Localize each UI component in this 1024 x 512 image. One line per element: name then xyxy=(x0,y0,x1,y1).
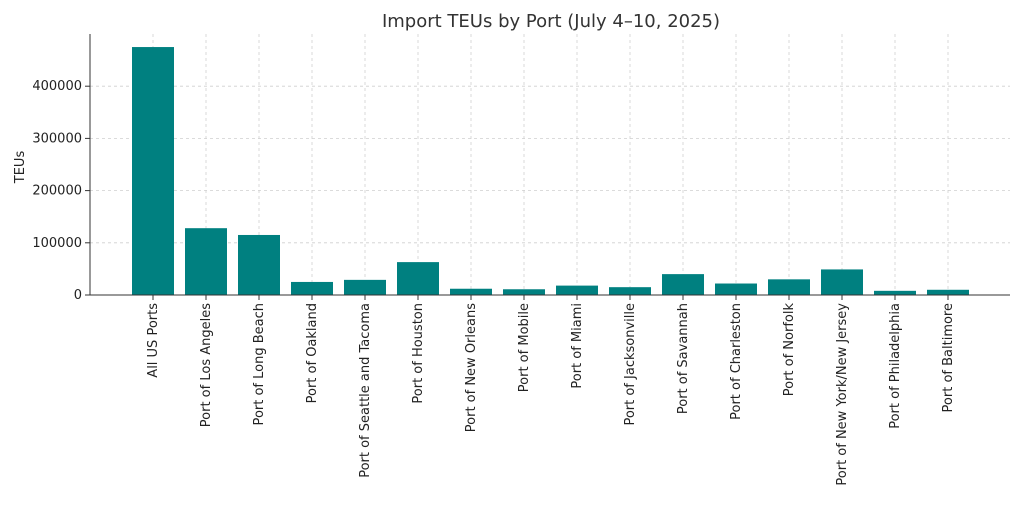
y-tick-label: 300000 xyxy=(32,131,82,146)
x-tick-label: Port of Los Angeles xyxy=(199,303,214,427)
x-tick-label: Port of Savannah xyxy=(676,303,691,414)
axes xyxy=(89,34,1010,296)
x-tick-label: Port of Long Beach xyxy=(252,303,267,425)
bar xyxy=(662,274,704,295)
bar xyxy=(609,287,651,295)
bar xyxy=(927,289,969,295)
x-tick-label: Port of Mobile xyxy=(517,303,532,392)
bar xyxy=(715,283,757,295)
y-axis-label: TEUs xyxy=(13,151,28,185)
x-tick-label: Port of New York/New Jersey xyxy=(835,303,850,486)
bar xyxy=(503,289,545,295)
bar xyxy=(344,279,386,295)
x-tick-label: Port of Charleston xyxy=(729,303,744,420)
bar xyxy=(185,228,227,295)
x-tick-label: Port of Baltimore xyxy=(941,303,956,412)
x-tick-label: All US Ports xyxy=(146,303,161,378)
x-tick-label: Port of New Orleans xyxy=(464,303,479,432)
bar xyxy=(291,281,333,295)
x-tick-label: Port of Houston xyxy=(411,303,426,404)
bar xyxy=(132,47,174,295)
bar xyxy=(768,279,810,295)
x-tick-label: Port of Seattle and Tacoma xyxy=(358,303,373,478)
bars xyxy=(132,47,969,295)
x-tick-label: Port of Norfolk xyxy=(782,303,797,397)
x-tick-label: Port of Jacksonville xyxy=(623,303,638,426)
y-tick-label: 100000 xyxy=(32,236,82,251)
x-ticks: All US Ports Port of Los Angeles Port of L… xyxy=(146,295,956,486)
bar xyxy=(450,288,492,295)
x-tick-label: Port of Philadelphia xyxy=(888,303,903,429)
y-tick-label: 0 xyxy=(74,288,82,303)
bar xyxy=(238,234,280,295)
bar xyxy=(874,290,916,295)
y-tick-label: 200000 xyxy=(32,184,82,199)
bar xyxy=(556,285,598,295)
y-tick-label: 400000 xyxy=(32,79,82,94)
y-ticks: 0 100000 200000 300000 400000 xyxy=(32,79,90,303)
grid xyxy=(90,34,1010,296)
bar xyxy=(821,269,863,295)
bar xyxy=(397,262,439,295)
x-tick-label: Port of Miami xyxy=(570,303,585,389)
x-tick-label: Port of Oakland xyxy=(305,303,320,403)
chart-title: Import TEUs by Port (July 4–10, 2025) xyxy=(382,11,720,32)
